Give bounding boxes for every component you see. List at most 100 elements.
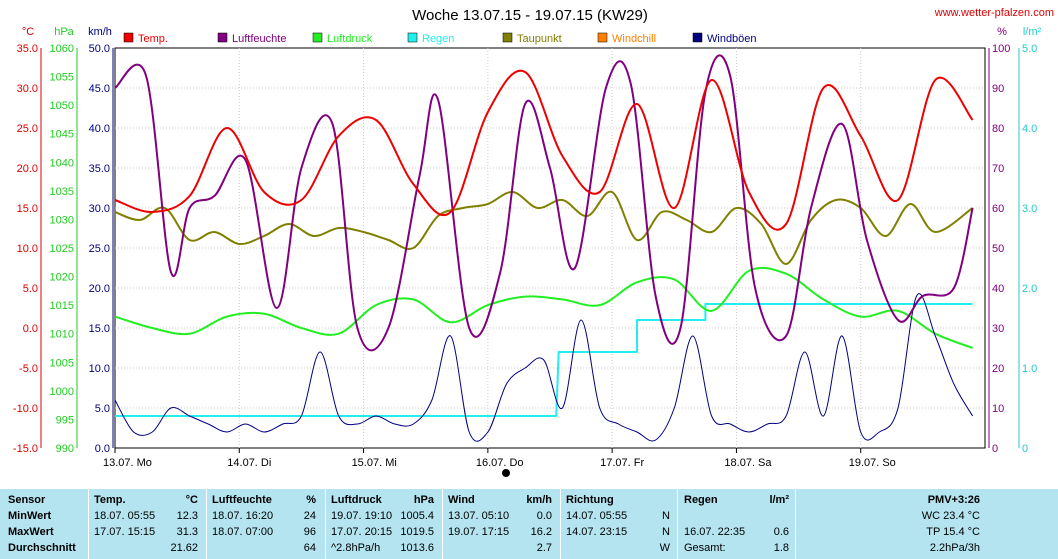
wind-tick-label: 0.0	[95, 443, 110, 455]
wind-time: 13.07. 05:10	[448, 510, 510, 522]
temp-axis-unit: °C	[22, 26, 34, 38]
wind-tick-label: 15.0	[89, 323, 110, 335]
temp-value: 21.62	[170, 542, 198, 554]
legend-label: Windböen	[707, 33, 757, 45]
legend-label: Luftfeuchte	[232, 33, 286, 45]
header-wind: Wind	[448, 494, 475, 506]
pressure-tick-label: 1005	[50, 357, 74, 369]
x-tick-label: 15.07. Mi	[352, 457, 397, 469]
legend-swatch	[123, 32, 134, 43]
pressure-tick-label: 1035	[50, 186, 74, 198]
pmv-value: 2.2hPa/3h	[929, 542, 980, 554]
series-line-taupunkt	[114, 190, 974, 265]
humidity-tick-label: 20	[992, 363, 1004, 375]
grid-layer	[114, 47, 986, 449]
dir-time: 14.07. 23:15	[566, 526, 628, 538]
temp-tick-label: 10.0	[17, 243, 38, 255]
pressure-tick-label: 1050	[50, 100, 74, 112]
temp-tick-label: 5.0	[23, 283, 38, 295]
hum-value: 96	[303, 526, 316, 538]
legend-swatch	[312, 32, 323, 43]
pressure-tick-label: 1015	[50, 300, 74, 312]
wind-tick-label: 30.0	[89, 203, 110, 215]
rain-tick-label: 3.0	[1022, 203, 1037, 215]
header-hum-unit: %	[306, 494, 316, 506]
table-divider	[325, 489, 326, 559]
pressure-tick-label: 1045	[50, 129, 74, 141]
dir-value: N	[662, 526, 670, 538]
humidity-tick-label: 10	[992, 403, 1004, 415]
table-divider	[88, 489, 89, 559]
weather-chart: Woche 13.07.15 - 19.07.15 (KW29) www.wet…	[12, 7, 1054, 477]
pressure-tick-label: 990	[56, 443, 74, 455]
series-line-temp	[114, 69, 974, 231]
wind-time: 19.07. 17:15	[448, 526, 510, 538]
dir-time: 14.07. 05:55	[566, 510, 628, 522]
legend: Temp. Luftfeuchte Luftdruck Regen Taupunkt Wi…	[123, 32, 757, 45]
rain-tick-label: 2.0	[1022, 283, 1037, 295]
temp-tick-label: 25.0	[17, 123, 38, 135]
header-pmv: PMV+3:26	[927, 494, 980, 506]
humidity-tick-label: 60	[992, 203, 1004, 215]
series-line-luftdruck	[114, 266, 973, 349]
series-line-regen	[115, 303, 973, 417]
press-time: 17.07. 20:15	[331, 526, 393, 538]
pressure-tick-label: 1000	[50, 386, 74, 398]
legend-swatch	[597, 32, 608, 43]
rain-tick-label: 1.0	[1022, 363, 1037, 375]
temp-tick-label: 15.0	[17, 203, 38, 215]
temp-tick-label: -5.0	[19, 363, 38, 375]
pressure-tick-label: 995	[56, 414, 74, 426]
pressure-axis-unit: hPa	[54, 26, 74, 38]
temp-time: 18.07. 05:55	[94, 510, 156, 522]
pressure-tick-label: 1060	[50, 43, 74, 55]
site-link[interactable]: www.wetter-pfalzen.com	[934, 7, 1054, 19]
hum-time: 18.07. 07:00	[212, 526, 274, 538]
series-line-windboeen	[114, 293, 974, 442]
header-dir: Richtung	[566, 494, 614, 506]
rain-time: Gesamt:	[684, 542, 726, 554]
header-wind-unit: km/h	[526, 494, 552, 506]
pressure-tick-label: 1040	[50, 157, 74, 169]
humidity-axis-unit: %	[997, 26, 1007, 38]
wind-tick-label: 35.0	[89, 163, 110, 175]
wind-value: 16.2	[530, 526, 552, 538]
pressure-tick-label: 1030	[50, 214, 74, 226]
pmv-value: WC 23.4 °C	[921, 510, 980, 522]
axes-layer: 35.0 30.0 25.0 20.0 15.0 10.0 5.0 0.0 -5.0 -10.0 -…	[13, 26, 1041, 477]
wind-tick-label: 5.0	[95, 403, 110, 415]
table-divider	[560, 489, 561, 559]
legend-label: Taupunkt	[517, 33, 562, 45]
wind-tick-label: 25.0	[89, 243, 110, 255]
table-divider	[677, 489, 678, 559]
humidity-tick-label: 30	[992, 323, 1004, 335]
rain-tick-label: 0	[1022, 443, 1028, 455]
legend-swatch	[692, 32, 703, 43]
stats-table: Sensor Temp. °C Luftfeuchte% Luftdruck hPa Win…	[0, 489, 1058, 559]
wind-value: 0.0	[536, 510, 552, 522]
row-label: MinWert	[8, 510, 52, 522]
humidity-tick-label: 50	[992, 243, 1004, 255]
rain-tick-label: 5.0	[1022, 43, 1037, 55]
press-value: 1005.4	[400, 510, 434, 522]
header-sensor: Sensor	[8, 494, 46, 506]
rain-time: 16.07. 22:35	[684, 526, 746, 538]
pressure-tick-label: 1010	[50, 329, 74, 341]
humidity-tick-label: 100	[992, 43, 1010, 55]
wind-tick-label: 50.0	[89, 43, 110, 55]
x-tick-label: 16.07. Do	[476, 457, 524, 469]
pressure-tick-label: 1055	[50, 72, 74, 84]
wind-axis-unit: km/h	[88, 26, 112, 38]
x-tick-label: 17.07. Fr	[600, 457, 644, 469]
pressure-tick-label: 1020	[50, 272, 74, 284]
temp-tick-label: 0.0	[23, 323, 38, 335]
header-hum: Luftfeuchte	[212, 494, 272, 506]
table-divider	[442, 489, 443, 559]
temp-tick-label: 35.0	[17, 43, 38, 55]
humidity-tick-label: 40	[992, 283, 1004, 295]
humidity-tick-label: 0	[992, 443, 998, 455]
press-value: 1013.6	[400, 542, 434, 554]
legend-swatch	[217, 32, 228, 43]
header-press-unit: hPa	[413, 494, 434, 506]
press-time: ^2.8hPa/h	[331, 542, 381, 554]
